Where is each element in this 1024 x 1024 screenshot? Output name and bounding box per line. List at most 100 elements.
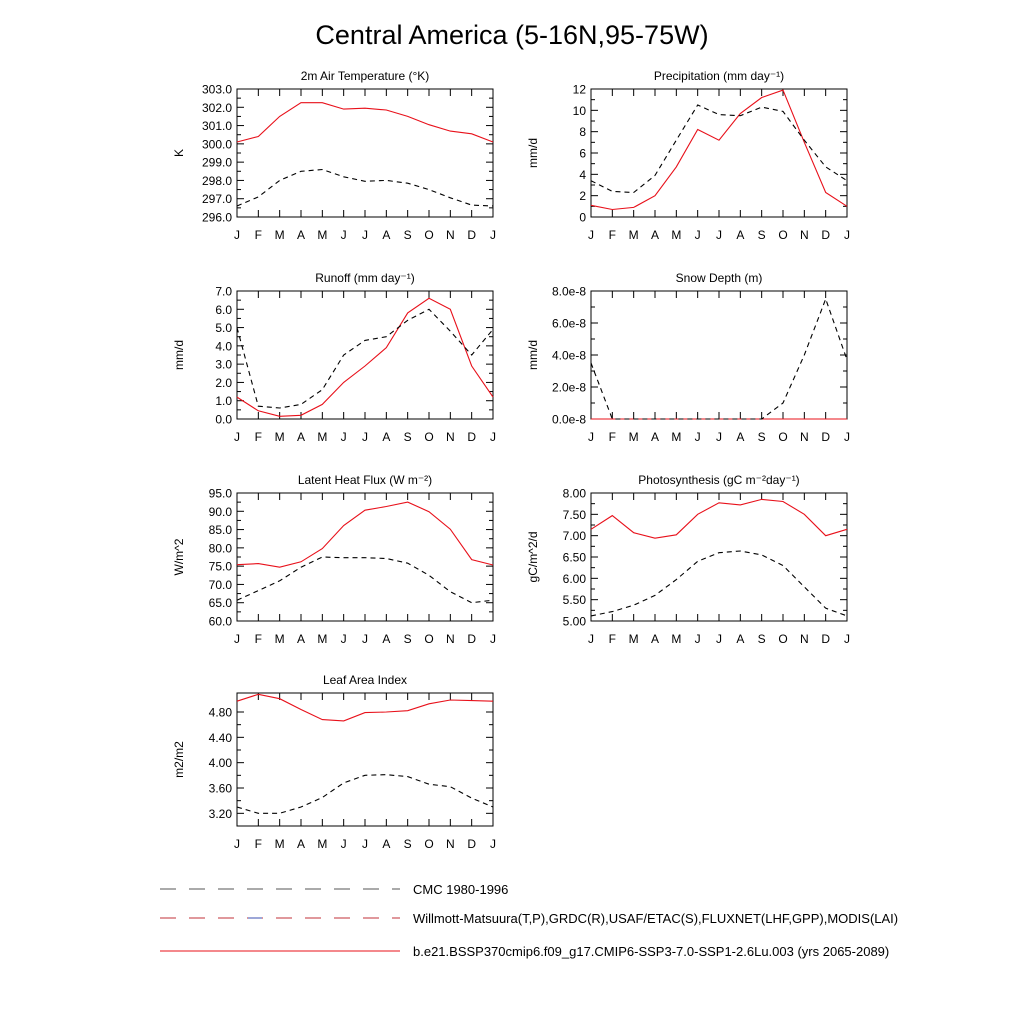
panel-3: Runoff (mm day⁻¹) mm/d 0.0 1.0 2.0 3.0 4.0 5.0 6… — [172, 271, 496, 444]
series-model-line — [236, 501, 494, 568]
x-tick-label: F — [255, 837, 262, 851]
y-tick-label: 3.0 — [215, 358, 232, 372]
x-tick-label: J — [695, 228, 701, 242]
y-tick-label: 4.00 — [209, 756, 233, 770]
x-tick-label: M — [317, 632, 327, 646]
x-tick-label: A — [382, 430, 390, 444]
y-tick-label: 3.60 — [209, 782, 233, 796]
x-tick-label: J — [234, 632, 240, 646]
y-tick-label: 301.0 — [202, 119, 232, 133]
y-tick-label: 0.0e-8 — [552, 413, 586, 427]
y-tick-label: 95.0 — [209, 487, 233, 501]
panel-1: 2m Air Temperature (°K) K 296.0 297.0 298.0 2… — [172, 69, 496, 242]
y-tick-label: 2.0 — [215, 376, 232, 390]
panel-title: Leaf Area Index — [323, 673, 407, 687]
x-tick-label: S — [404, 228, 412, 242]
x-tick-label: S — [404, 632, 412, 646]
y-tick-label: 298.0 — [202, 174, 232, 188]
x-tick-label: O — [424, 632, 433, 646]
x-tick-label: D — [821, 430, 830, 444]
y-tick-label: 302.0 — [202, 101, 232, 115]
x-tick-label: F — [255, 632, 262, 646]
x-tick-label: J — [341, 430, 347, 444]
figure-title: Central America (5-16N,95-75W) — [315, 20, 708, 50]
x-tick-label: J — [362, 430, 368, 444]
y-tick-label: 0 — [579, 211, 586, 225]
x-tick-label: D — [467, 430, 476, 444]
x-tick-label: J — [341, 228, 347, 242]
x-tick-label: A — [736, 228, 744, 242]
x-tick-label: M — [317, 837, 327, 851]
y-tick-label: 6.50 — [563, 551, 587, 565]
panel-title: 2m Air Temperature (°K) — [301, 69, 430, 83]
x-tick-label: D — [821, 632, 830, 646]
x-tick-label: A — [382, 228, 390, 242]
x-tick-label: S — [758, 228, 766, 242]
y-tick-label: 5.00 — [563, 615, 587, 629]
x-tick-label: O — [424, 228, 433, 242]
series-obs-line — [590, 550, 848, 617]
legend-label: CMC 1980-1996 — [413, 882, 508, 897]
panel-7: Leaf Area Index m2/m2 3.20 3.60 4.00 4.40 4.80… — [172, 673, 496, 851]
series-obs-line — [590, 297, 848, 420]
x-tick-label: J — [490, 837, 496, 851]
x-tick-label: J — [695, 632, 701, 646]
y-tick-label: 0.0 — [215, 413, 232, 427]
x-tick-label: N — [446, 430, 455, 444]
x-tick-label: D — [821, 228, 830, 242]
x-tick-label: F — [255, 228, 262, 242]
x-tick-label: N — [800, 228, 809, 242]
panel-6: Photosynthesis (gC m⁻²day⁻¹) gC/m^2/d 5.00… — [526, 473, 850, 646]
x-tick-label: M — [671, 632, 681, 646]
x-tick-label: A — [651, 430, 659, 444]
y-tick-label: 6.0e-8 — [552, 317, 586, 331]
y-tick-label: 65.0 — [209, 596, 233, 610]
series-model-line — [590, 89, 848, 211]
legend-entry-2: Willmott-Matsuura(T,P),GRDC(R),USAF/ETAC… — [160, 911, 898, 926]
y-tick-label: 8.00 — [563, 487, 587, 501]
legend-label: Willmott-Matsuura(T,P),GRDC(R),USAF/ETAC… — [413, 911, 898, 926]
y-tick-label: 2.0e-8 — [552, 381, 586, 395]
y-tick-label: 6 — [579, 147, 586, 161]
x-tick-label: J — [844, 430, 850, 444]
x-tick-label: O — [778, 228, 787, 242]
y-axis-label: gC/m^2/d — [526, 532, 540, 583]
panel-title: Precipitation (mm day⁻¹) — [654, 69, 784, 83]
x-tick-label: J — [341, 837, 347, 851]
y-tick-label: 7.0 — [215, 285, 232, 299]
x-tick-label: A — [297, 632, 305, 646]
y-tick-label: 297.0 — [202, 192, 232, 206]
x-tick-label: F — [609, 228, 616, 242]
y-tick-label: 5.0 — [215, 321, 232, 335]
x-tick-label: D — [467, 632, 476, 646]
panel-frame — [590, 492, 848, 622]
series-model-line — [236, 102, 494, 143]
x-tick-label: M — [671, 228, 681, 242]
x-tick-label: J — [695, 430, 701, 444]
y-tick-label: 299.0 — [202, 156, 232, 170]
x-tick-label: M — [275, 430, 285, 444]
series-model-line — [236, 297, 494, 417]
y-tick-label: 12 — [573, 83, 587, 97]
x-tick-label: A — [736, 632, 744, 646]
y-tick-label: 4.40 — [209, 731, 233, 745]
x-tick-label: O — [424, 837, 433, 851]
series-obs-line — [590, 104, 848, 194]
legend-entry-1: CMC 1980-1996 — [160, 882, 508, 897]
plots: 2m Air Temperature (°K) K 296.0 297.0 298.0 2… — [172, 69, 850, 851]
y-axis-label: mm/d — [526, 138, 540, 168]
x-tick-label: F — [609, 632, 616, 646]
x-tick-label: D — [467, 228, 476, 242]
y-tick-label: 6.00 — [563, 572, 587, 586]
y-axis-label: m2/m2 — [172, 741, 186, 778]
x-tick-label: O — [778, 632, 787, 646]
y-tick-label: 5.50 — [563, 593, 587, 607]
x-tick-label: J — [362, 837, 368, 851]
y-tick-label: 7.00 — [563, 529, 587, 543]
y-tick-label: 85.0 — [209, 523, 233, 537]
x-tick-label: J — [588, 632, 594, 646]
legend: CMC 1980-1996 Willmott-Matsuura(T,P),GRDC… — [160, 882, 898, 959]
series-obs-line — [236, 556, 494, 604]
x-tick-label: O — [778, 430, 787, 444]
